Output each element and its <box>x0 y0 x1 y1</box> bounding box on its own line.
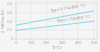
Text: Type II (T≤480 °C): Type II (T≤480 °C) <box>50 3 86 13</box>
X-axis label: T(°C): T(°C) <box>51 46 62 50</box>
Y-axis label: λ (W/(m·K)): λ (W/(m·K)) <box>2 9 6 32</box>
Text: Type I (T≤480 °C): Type I (T≤480 °C) <box>56 14 91 23</box>
